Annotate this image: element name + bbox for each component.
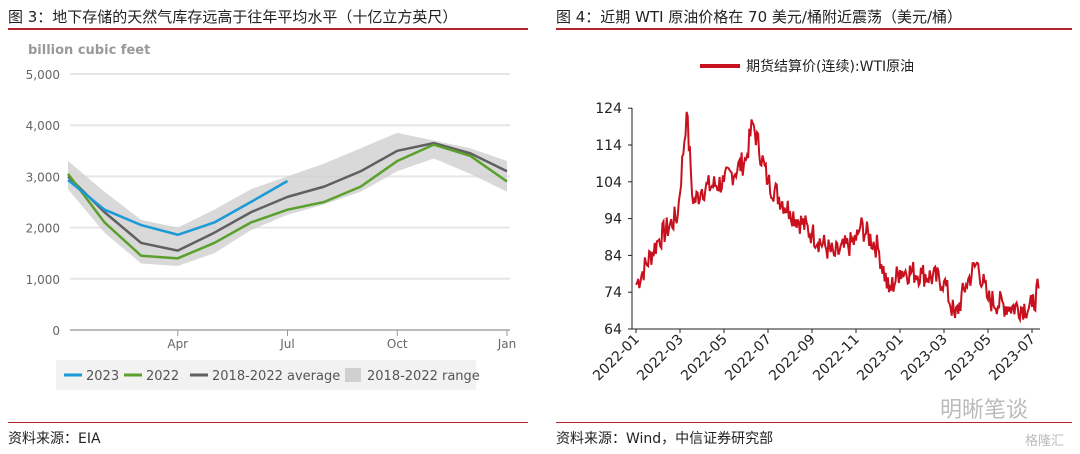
- right-source: 资料来源：Wind，中信证券研究部: [556, 431, 774, 447]
- x-tick-label: 2022-01: [590, 332, 643, 385]
- series-line-2018-2022-average: [67, 141, 508, 252]
- y-tick-label: 1,000: [26, 273, 60, 287]
- x-tick-label: 2023-01: [854, 332, 907, 385]
- wti-price-line: [635, 111, 1040, 324]
- right-chart-title: 图 4：近期 WTI 原油价格在 70 美元/桶附近震荡（美元/桶）: [556, 8, 962, 26]
- right-source-rule: [556, 422, 1072, 423]
- left-title-rule: [8, 28, 528, 30]
- x-tick-label: 2022-03: [634, 332, 687, 385]
- legend-swatch: [345, 368, 361, 382]
- x-tick-label: Oct: [387, 337, 408, 351]
- y-tick-label: 5,000: [26, 68, 60, 82]
- y-tick-label: 4,000: [26, 119, 60, 133]
- x-tick-label: 2022-09: [766, 332, 819, 385]
- y-tick-label: 3,000: [26, 170, 60, 184]
- x-tick-label: 2022-07: [722, 332, 775, 385]
- x-tick-label: Jan: [497, 337, 517, 351]
- wechat-watermark: 明晰笔谈: [940, 398, 1029, 423]
- logo-watermark: 格隆汇: [1025, 434, 1065, 449]
- y-axis-label: billion cubic feet: [28, 43, 150, 58]
- series-line-2023: [67, 179, 289, 237]
- y-tick-label: 2,000: [26, 222, 60, 236]
- y-tick-label: 124: [595, 101, 622, 117]
- x-tick-label: 2023-07: [986, 332, 1039, 385]
- y-tick-label: 94: [604, 212, 622, 228]
- x-tick-label: 2022-05: [678, 332, 731, 385]
- legend-label: 2022: [146, 369, 179, 384]
- y-tick-label: 84: [604, 248, 622, 264]
- y-tick-label: 114: [595, 138, 622, 154]
- series-line-2022: [67, 143, 508, 260]
- y-tick-label: 74: [604, 285, 622, 301]
- x-tick-label: 2023-05: [942, 332, 995, 385]
- range-band: [68, 132, 507, 266]
- legend-label: 2018-2022 range: [367, 369, 480, 384]
- x-tick-label: 2023-03: [898, 332, 951, 385]
- y-tick-label: 64: [604, 322, 622, 338]
- y-tick-label: 0: [52, 324, 60, 338]
- x-tick-label: Apr: [167, 337, 188, 351]
- legend-label: 2023: [86, 369, 119, 384]
- left-source: 资料来源：EIA: [8, 431, 101, 447]
- left-chart-title: 图 3：地下存储的天然气库存远高于往年平均水平（十亿立方英尺）: [8, 8, 458, 26]
- y-tick-label: 104: [595, 175, 622, 191]
- right-title-rule: [556, 28, 1072, 30]
- legend-label: 期货结算价(连续):WTI原油: [746, 58, 914, 75]
- x-tick-label: 2022-11: [810, 332, 863, 385]
- legend-label: 2018-2022 average: [212, 369, 340, 384]
- left-source-rule: [8, 422, 528, 423]
- x-tick-label: Jul: [279, 337, 294, 351]
